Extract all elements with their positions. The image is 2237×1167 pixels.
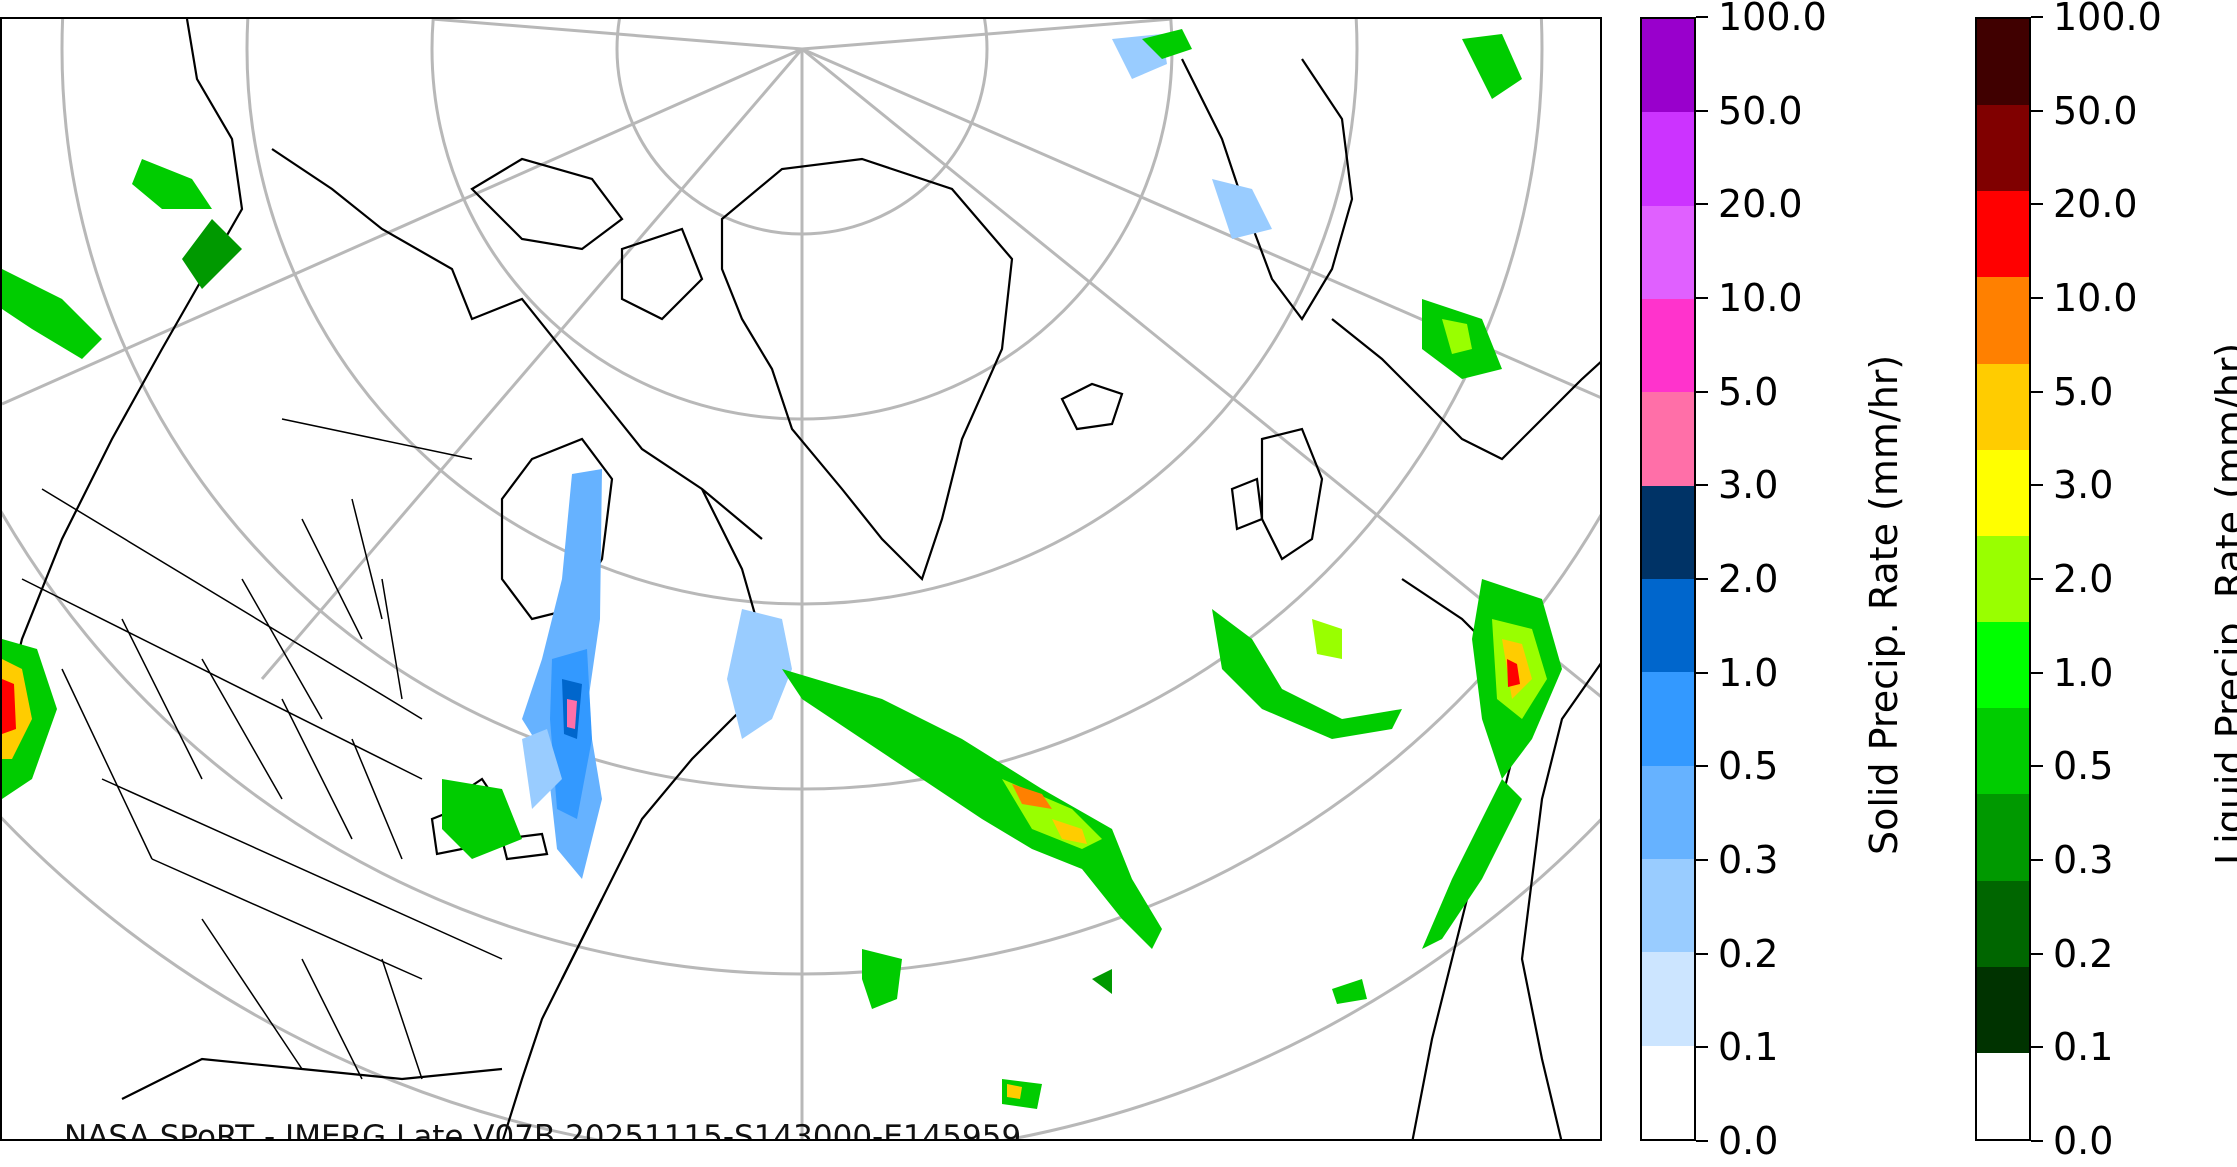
solid-precip-tick-label: 3.0 (1718, 463, 1779, 508)
solid-precip-tick-label: 0.2 (1718, 931, 1779, 976)
solid-precip-tick-label: 50.0 (1718, 88, 1803, 133)
coastlines (2, 19, 1600, 1139)
liquid-precip-tick-label: 3.0 (2053, 463, 2114, 508)
solid-precip-color-segment (1642, 765, 1694, 859)
solid-precip-color-segment (1642, 1045, 1694, 1139)
liquid-precip (2, 29, 1562, 1109)
liquid-precip-tick-label: 0.0 (2053, 1119, 2114, 1163)
solid-precip-tick-label: 5.0 (1718, 369, 1779, 414)
solid-precip-tick-label: 20.0 (1718, 182, 1803, 227)
solid-precip-color-segment (1642, 205, 1694, 299)
liquid-precip-tick-label: 0.5 (2053, 744, 2114, 789)
liquid-precip-tick-label: 0.2 (2053, 931, 2114, 976)
solid-precip-color-segment (1642, 485, 1694, 579)
solid-precip-color-segment (1642, 578, 1694, 673)
liquid-precip-color-segment (1977, 277, 2029, 364)
liquid-precip-color-segment (1977, 105, 2029, 192)
precipitation-map: NASA SPoRT - IMERG Late V07B 20251115-S1… (0, 17, 1602, 1141)
liquid-precip-tick-label: 0.1 (2053, 1025, 2114, 1070)
solid-precip-tick-label: 1.0 (1718, 650, 1779, 695)
solid-precip-tick-label: 0.3 (1718, 838, 1779, 882)
liquid-precip-color-segment (1977, 622, 2029, 709)
solid-precip-tick-label: 0.1 (1718, 1025, 1779, 1070)
solid-precip-color-segment (1642, 858, 1694, 953)
liquid-precip-tick-label: 0.3 (2053, 838, 2114, 882)
solid-precip-ticks: 0.0 0.1 0.2 0.3 0.5 1.0 2.0 3.0 5.0 10.0 20.0 50.0 1… (1696, 0, 1836, 1163)
liquid-precip-color-segment (1977, 794, 2029, 881)
solid-precip-tick-label: 2.0 (1718, 557, 1779, 601)
liquid-precip-color-segment (1977, 1052, 2029, 1140)
liquid-precip-color-segment (1977, 191, 2029, 278)
liquid-precip-tick-label: 20.0 (2053, 182, 2138, 227)
liquid-precip-color-segment (1977, 966, 2029, 1053)
liquid-precip-ticks: 0.0 0.1 0.2 0.3 0.5 1.0 2.0 3.0 5.0 10.0 20.0 50.0 1… (2031, 0, 2171, 1163)
liquid-precip-color-segment (1977, 363, 2029, 450)
liquid-precip-color-segment (1977, 449, 2029, 536)
political-borders (21, 418, 503, 1080)
liquid-precip-colorbar (1975, 17, 2031, 1141)
liquid-precip-tick-label: 50.0 (2053, 88, 2138, 133)
map-canvas (2, 19, 1600, 1139)
solid-precip-color-segment (1642, 392, 1694, 486)
solid-precip-tick-label: 100.0 (1718, 0, 1827, 39)
solid-precip-color-segment (1642, 952, 1694, 1046)
liquid-precip-colorbar-title: Liquid Precip. Rate (mm/hr) (2208, 342, 2237, 865)
solid-precip-tick-label: 10.0 (1718, 276, 1803, 320)
solid-precip-tick-label: 0.0 (1718, 1119, 1779, 1163)
solid-precip-color-segment (1642, 298, 1694, 393)
solid-precip-color-segment (1642, 112, 1694, 206)
liquid-precip-tick-label: 10.0 (2053, 276, 2138, 320)
data-credit-label: NASA SPoRT - IMERG Late V07B 20251115-S1… (64, 1119, 1022, 1141)
liquid-precip-color-segment (1977, 19, 2029, 106)
solid-precip-colorbar-title: Solid Precip. Rate (mm/hr) (1862, 354, 1906, 855)
liquid-precip-tick-label: 2.0 (2053, 557, 2114, 601)
liquid-precip-tick-label: 5.0 (2053, 369, 2114, 414)
liquid-precip-color-segment (1977, 708, 2029, 795)
graticule (2, 19, 1600, 1139)
liquid-precip-tick-label: 100.0 (2053, 0, 2162, 39)
solid-precip-tick-label: 0.5 (1718, 744, 1779, 789)
liquid-precip-color-segment (1977, 535, 2029, 623)
liquid-precip-tick-label: 1.0 (2053, 650, 2114, 695)
solid-precip-colorbar (1640, 17, 1696, 1141)
solid-precip-color-segment (1642, 672, 1694, 766)
solid-precip-color-segment (1642, 19, 1694, 113)
liquid-precip-color-segment (1977, 880, 2029, 967)
